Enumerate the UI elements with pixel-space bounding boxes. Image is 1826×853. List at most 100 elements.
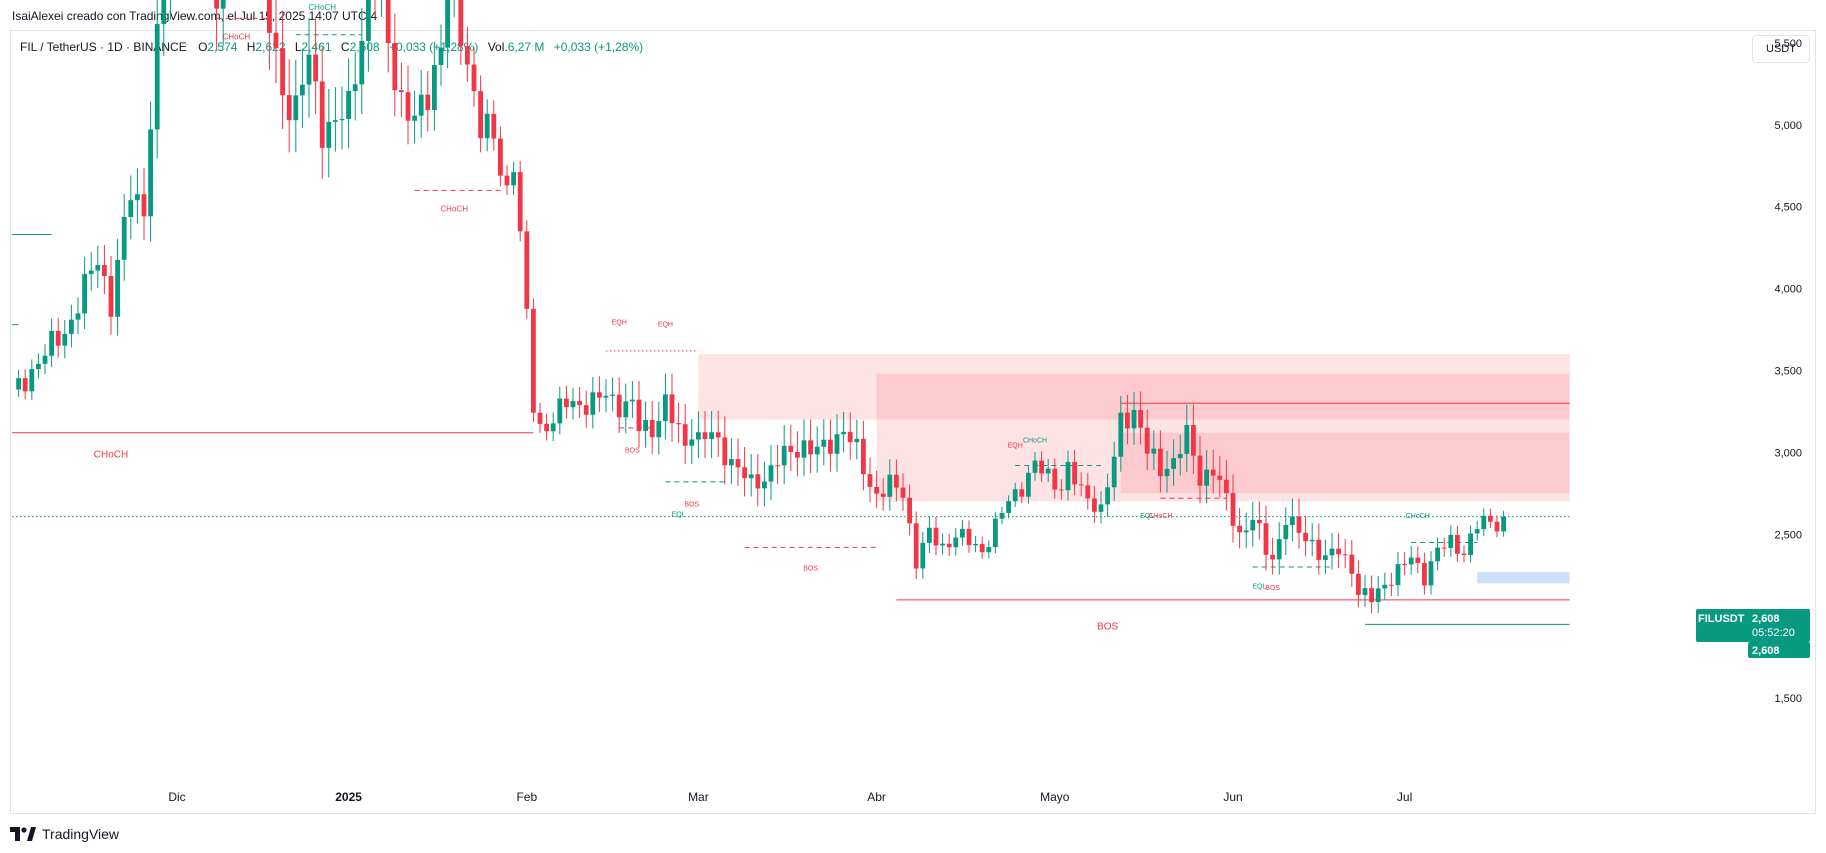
candle-body <box>1125 412 1130 429</box>
candle-body <box>385 0 391 43</box>
candle-body <box>1078 484 1084 486</box>
high-label: H <box>246 40 256 54</box>
volume-value: 6,27 M <box>507 40 545 54</box>
candle-body <box>729 459 734 466</box>
candle-body <box>1012 489 1018 502</box>
structure-label: BOS <box>625 447 640 454</box>
candle-body <box>108 275 114 317</box>
candle-body <box>755 474 761 489</box>
candle-body <box>1210 469 1216 476</box>
candle-body <box>1323 555 1328 560</box>
candle-body <box>1177 453 1183 459</box>
candle-body <box>940 543 945 546</box>
candle-body <box>682 424 688 446</box>
candle-body <box>874 486 879 494</box>
structure-label: BOS <box>1265 585 1280 592</box>
candle-body <box>583 405 589 415</box>
candle-body <box>1455 534 1460 554</box>
candle-body <box>471 64 477 92</box>
price-tick-label: 3,500 <box>1774 366 1802 378</box>
candle-body <box>669 394 675 424</box>
candle-body <box>1045 468 1051 474</box>
candle-body <box>1375 588 1381 603</box>
candle-body <box>960 528 965 538</box>
candle-body <box>1290 516 1295 525</box>
ohlc-legend: FIL / TetherUS · 1D · BINANCE O2,574 H 2,… <box>20 40 649 54</box>
candle-body <box>676 423 681 425</box>
structure-label: BOS <box>1097 621 1118 632</box>
candle-body <box>847 431 853 443</box>
candle-body <box>293 95 299 121</box>
open-label: O <box>198 40 208 54</box>
structure-label: CHoCH <box>223 33 251 42</box>
candle-body <box>1204 469 1209 486</box>
candle-body <box>1197 455 1203 486</box>
candle-body <box>214 0 219 9</box>
candle-body <box>511 172 516 186</box>
footer-brand: TradingView <box>10 826 119 842</box>
candle-body <box>1441 547 1447 549</box>
time-tick-label: Jul <box>1397 790 1412 804</box>
candle-body <box>808 440 813 455</box>
candle-body <box>412 115 417 121</box>
candle-body <box>1270 554 1275 560</box>
candle-body <box>1092 498 1097 512</box>
candle-body <box>603 395 609 398</box>
candle-body <box>465 46 470 65</box>
supply-zone <box>876 373 1570 502</box>
candle-body <box>128 200 134 217</box>
candle-body <box>689 439 695 446</box>
candle-body <box>715 432 721 438</box>
candle-body <box>478 91 483 139</box>
structure-label: EQL <box>672 511 686 518</box>
candle-body <box>1382 584 1388 589</box>
candle-body <box>1402 564 1407 566</box>
structure-label: CHoCH <box>1406 513 1430 520</box>
candle-body <box>696 432 701 440</box>
candle-body <box>517 172 523 232</box>
candle-body <box>418 94 424 116</box>
candle-body <box>656 421 662 438</box>
candle-body <box>610 394 615 396</box>
candle-body <box>326 121 332 148</box>
candle-body <box>821 439 827 447</box>
symbol-title[interactable]: FIL / TetherUS · 1D · BINANCE <box>20 40 187 54</box>
candle-body <box>42 355 48 364</box>
price-tick-label: 1,500 <box>1774 693 1802 705</box>
structure-label: CHoCH <box>1148 513 1172 520</box>
candle-body <box>22 378 28 392</box>
currency-button[interactable]: USDT <box>1752 35 1810 63</box>
candle-body <box>16 378 21 390</box>
close-value: 2,608 <box>349 40 380 54</box>
structure-label: CHoCH <box>308 3 336 12</box>
candle-body <box>75 313 81 320</box>
candle-body <box>1105 487 1110 505</box>
price-tick-label: 3,000 <box>1774 447 1802 459</box>
candle-body <box>141 194 147 217</box>
structure-label: BOS <box>803 565 818 572</box>
time-tick-label: Mar <box>688 790 709 804</box>
candle-body <box>1296 516 1302 533</box>
time-tick-label: Mayo <box>1040 790 1070 804</box>
volume-change: +0,033 (+1,28%) <box>553 40 644 54</box>
candle-body <box>590 392 596 415</box>
candle-body <box>154 24 160 130</box>
candle-body <box>352 84 358 91</box>
candle-body <box>1389 584 1394 586</box>
candle-body <box>570 401 576 408</box>
candle-body <box>1191 424 1196 456</box>
candle-body <box>577 401 582 406</box>
candle-body <box>834 434 840 454</box>
brand-name: TradingView <box>42 826 120 842</box>
candle-body <box>1164 468 1170 477</box>
candle-body <box>900 487 906 498</box>
candle-body <box>1111 456 1117 488</box>
candle-body <box>1006 501 1011 514</box>
candle-body <box>953 537 959 548</box>
candle-body <box>623 401 629 418</box>
candle-body <box>399 90 404 93</box>
candle-body <box>121 216 127 260</box>
time-tick-label: Jun <box>1223 790 1242 804</box>
candle-body <box>88 270 94 275</box>
